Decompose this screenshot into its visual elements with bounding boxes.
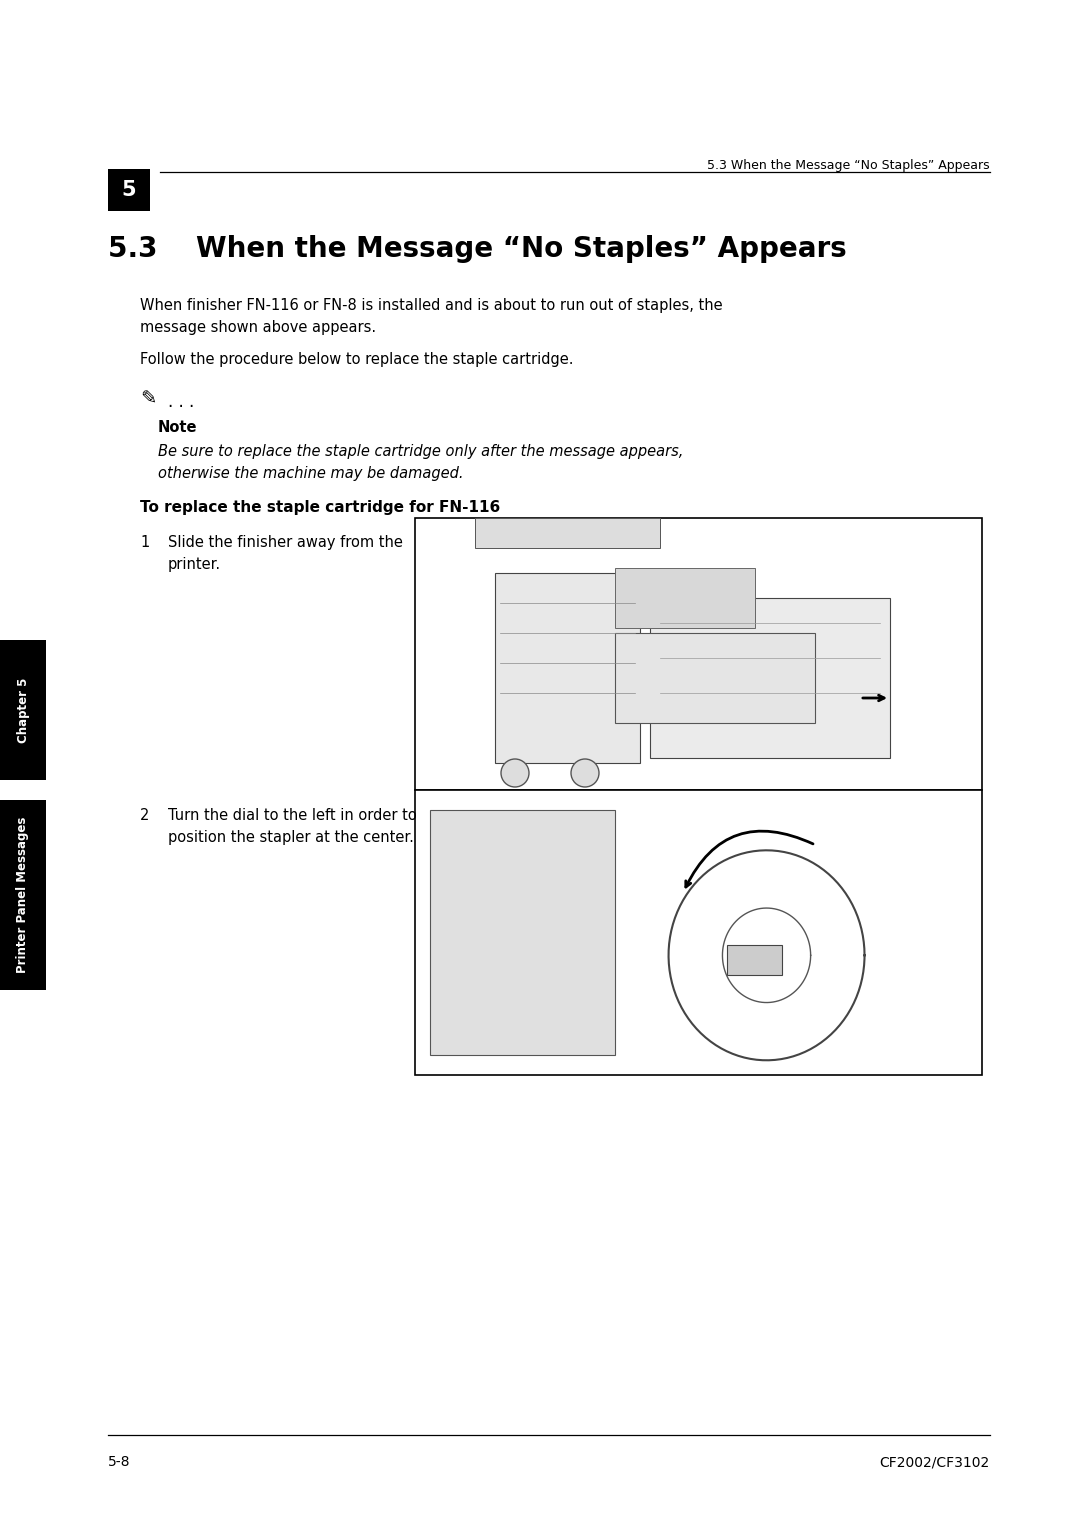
- Bar: [108, 170, 150, 211]
- Text: When finisher FN-116 or FN-8 is installed and is about to run out of staples, th: When finisher FN-116 or FN-8 is installe…: [140, 298, 723, 313]
- Text: . . .: . . .: [168, 393, 194, 411]
- Bar: [650, 597, 890, 758]
- Circle shape: [757, 946, 775, 964]
- Text: message shown above appears.: message shown above appears.: [140, 319, 376, 335]
- Text: Note: Note: [158, 420, 198, 435]
- Text: 5.3 When the Message “No Staples” Appears: 5.3 When the Message “No Staples” Appear…: [707, 159, 990, 173]
- Text: 5-8: 5-8: [108, 1455, 131, 1468]
- Text: otherwise the machine may be damaged.: otherwise the machine may be damaged.: [158, 466, 463, 481]
- Text: Turn the dial to the left in order to: Turn the dial to the left in order to: [168, 808, 417, 824]
- Text: printer.: printer.: [168, 558, 221, 571]
- Text: ✎: ✎: [140, 390, 157, 410]
- Text: 2: 2: [140, 808, 149, 824]
- Text: 1: 1: [140, 535, 149, 550]
- Bar: [495, 573, 640, 762]
- Text: Slide the finisher away from the: Slide the finisher away from the: [168, 535, 403, 550]
- Bar: [415, 518, 982, 790]
- Text: CF2002/CF3102: CF2002/CF3102: [880, 1455, 990, 1468]
- Text: position the stapler at the center.: position the stapler at the center.: [168, 830, 414, 845]
- Bar: [475, 518, 660, 549]
- Text: 5.3    When the Message “No Staples” Appears: 5.3 When the Message “No Staples” Appear…: [108, 235, 847, 263]
- Circle shape: [501, 759, 529, 787]
- Bar: [415, 790, 982, 1076]
- Text: To replace the staple cartridge for FN-116: To replace the staple cartridge for FN-1…: [140, 500, 500, 515]
- Text: Chapter 5: Chapter 5: [16, 677, 29, 743]
- Bar: [615, 633, 815, 723]
- Bar: [430, 810, 615, 1054]
- Bar: [727, 946, 782, 975]
- Text: 5: 5: [122, 180, 136, 200]
- Bar: [615, 568, 755, 628]
- Bar: [0, 801, 46, 990]
- Text: Printer Panel Messages: Printer Panel Messages: [16, 817, 29, 973]
- Text: Be sure to replace the staple cartridge only after the message appears,: Be sure to replace the staple cartridge …: [158, 445, 684, 458]
- Circle shape: [571, 759, 599, 787]
- Bar: [0, 640, 46, 779]
- Text: Follow the procedure below to replace the staple cartridge.: Follow the procedure below to replace th…: [140, 351, 573, 367]
